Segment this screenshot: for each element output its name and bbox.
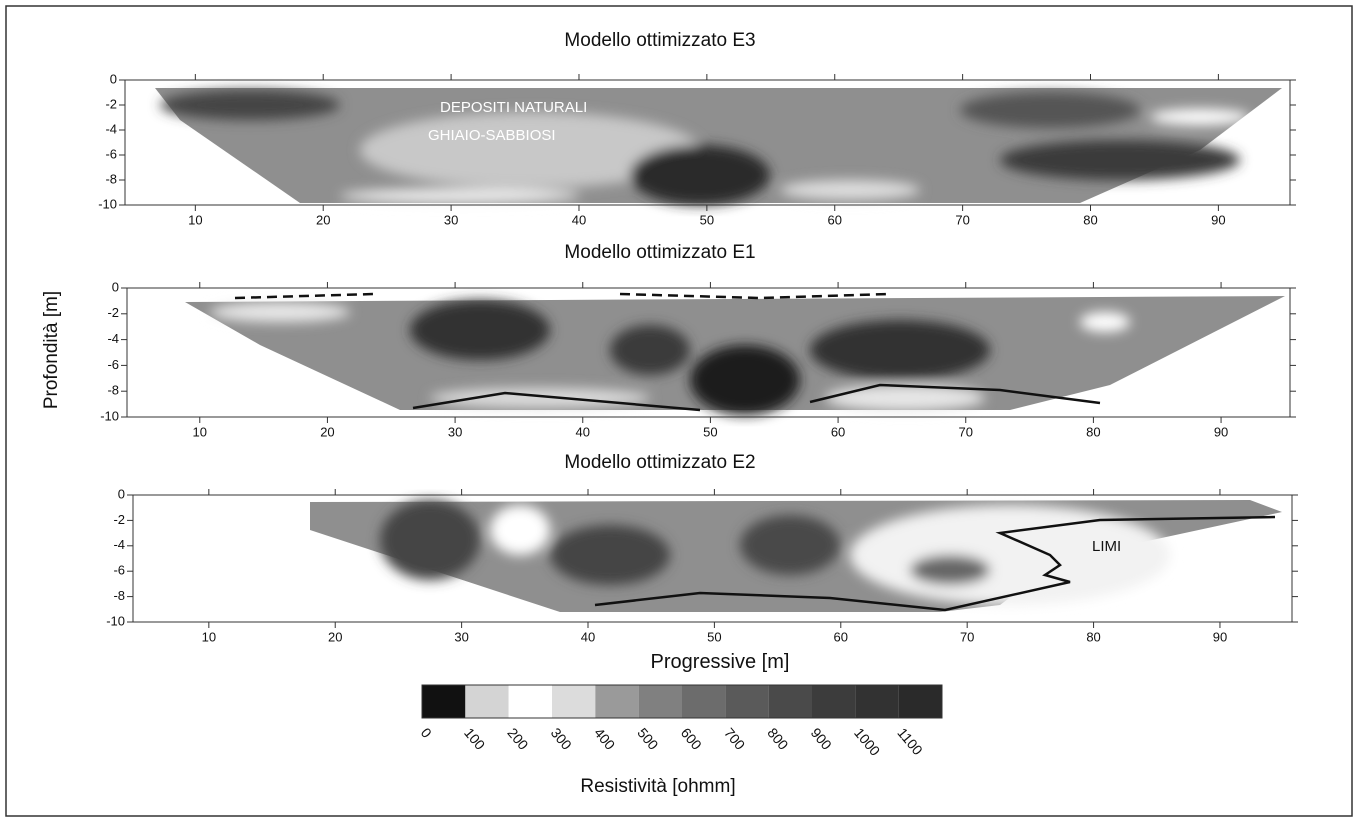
x-tick-label: 10 <box>188 212 202 227</box>
chart-title: Modello ottimizzato E2 <box>564 452 755 473</box>
y-tick-label: 0 <box>112 279 119 294</box>
y-tick-label: -2 <box>113 512 125 527</box>
y-tick-label: -10 <box>98 196 117 211</box>
x-tick-label: 10 <box>202 629 216 644</box>
colorbar-swatch <box>465 685 509 718</box>
plot-frame <box>126 287 1291 418</box>
colorbar-swatch <box>422 685 466 718</box>
colorbar-swatch <box>768 685 812 718</box>
colorbar-swatch <box>682 685 726 718</box>
x-tick-label: 90 <box>1213 629 1227 644</box>
plot-frame <box>124 79 1291 206</box>
colorbar-swatch <box>898 685 942 718</box>
y-tick-label: -4 <box>107 331 119 346</box>
x-tick-label: 20 <box>316 212 330 227</box>
x-tick-label: 40 <box>572 212 586 227</box>
x-tick-label: 70 <box>960 629 974 644</box>
x-tick-label: 60 <box>834 629 848 644</box>
x-tick-label: 50 <box>700 212 714 227</box>
x-tick-label: 80 <box>1083 212 1097 227</box>
colorbar-frame <box>421 684 943 719</box>
y-axis-label: Profondità [m] <box>41 291 62 409</box>
y-tick-label: -6 <box>105 146 117 161</box>
colorbar-swatch <box>812 685 856 718</box>
y-tick-label: -4 <box>105 121 117 136</box>
x-tick-label: 30 <box>444 212 458 227</box>
colorbar-label: Resistività [ohmm] <box>580 776 735 797</box>
y-tick-label: -10 <box>100 408 119 423</box>
x-axis-label: Progressive [m] <box>651 651 790 673</box>
x-tick-label: 20 <box>320 424 334 439</box>
colorbar-swatch <box>552 685 596 718</box>
x-tick-label: 60 <box>828 212 842 227</box>
x-tick-label: 20 <box>328 629 342 644</box>
y-tick-label: -4 <box>113 537 125 552</box>
x-tick-label: 80 <box>1086 629 1100 644</box>
contour-e2 <box>310 500 1282 612</box>
plot-frame <box>132 494 1293 623</box>
x-tick-label: 70 <box>959 424 973 439</box>
annotation: LIMI <box>1092 538 1121 555</box>
x-tick-label: 50 <box>703 424 717 439</box>
y-tick-label: 0 <box>118 486 125 501</box>
y-tick-label: -8 <box>113 588 125 603</box>
x-tick-label: 60 <box>831 424 845 439</box>
x-tick-label: 30 <box>454 629 468 644</box>
x-tick-label: 40 <box>581 629 595 644</box>
y-tick-label: -10 <box>106 613 125 628</box>
colorbar-swatch <box>508 685 552 718</box>
colorbar-swatch <box>638 685 682 718</box>
x-tick-label: 80 <box>1086 424 1100 439</box>
y-tick-label: -6 <box>107 357 119 372</box>
y-tick-label: -8 <box>105 171 117 186</box>
y-tick-label: 0 <box>110 71 117 86</box>
colorbar-swatch <box>725 685 769 718</box>
x-tick-label: 30 <box>448 424 462 439</box>
colorbar-swatch <box>595 685 639 718</box>
x-tick-label: 50 <box>707 629 721 644</box>
y-tick-label: -2 <box>105 96 117 111</box>
x-tick-label: 70 <box>955 212 969 227</box>
colorbar-swatch <box>855 685 899 718</box>
chart-title: Modello ottimizzato E1 <box>564 242 755 263</box>
y-tick-label: -6 <box>113 563 125 578</box>
x-tick-label: 40 <box>576 424 590 439</box>
annotation: GHIAIO-SABBIOSI <box>428 127 556 144</box>
chart-title: Modello ottimizzato E3 <box>564 30 755 51</box>
x-tick-label: 10 <box>193 424 207 439</box>
x-tick-label: 90 <box>1211 212 1225 227</box>
y-tick-label: -2 <box>107 305 119 320</box>
y-tick-label: -8 <box>107 383 119 398</box>
contour-e3 <box>155 88 1282 205</box>
x-tick-label: 90 <box>1214 424 1228 439</box>
annotation: DEPOSITI NATURALI <box>440 99 587 116</box>
contour-e1 <box>185 292 1285 415</box>
